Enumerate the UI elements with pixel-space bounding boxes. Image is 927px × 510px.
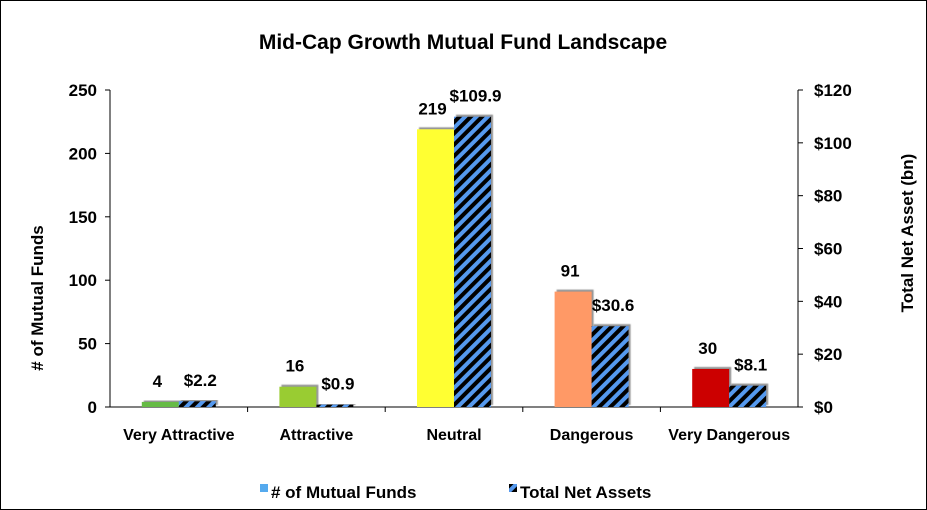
bar-total-net-assets bbox=[729, 385, 767, 407]
y-right-tick-label: $20 bbox=[814, 345, 842, 364]
legend-label-mutual-funds: # of Mutual Funds bbox=[271, 483, 416, 502]
x-category-label: Neutral bbox=[426, 427, 481, 444]
y-right-tick-label: $60 bbox=[814, 240, 842, 259]
axes-group: 0 50 100 150 200 250 $0 $20 $40 $60 $80 $100 $120 Ver… bbox=[69, 81, 852, 444]
y-right-tick-label: $80 bbox=[814, 187, 842, 206]
data-label-total-net-assets: $8.1 bbox=[734, 356, 767, 375]
y-left-tick-label: 200 bbox=[69, 144, 97, 163]
bar-total-net-assets bbox=[591, 326, 629, 407]
bar-mutual-funds bbox=[554, 291, 592, 407]
x-category-label: Very Attractive bbox=[123, 427, 235, 444]
legend-swatch-total-net-assets bbox=[509, 484, 517, 492]
data-labels-group: 4 $2.2 16 $0.9 219$109.9 91 $30.6 30 $8.1 bbox=[153, 87, 768, 394]
data-label-total-net-assets: $2.2 bbox=[184, 371, 217, 390]
bar-total-net-assets bbox=[178, 401, 216, 407]
data-label-mutual-funds: 16 bbox=[285, 357, 304, 376]
data-label-mutual-funds: 219 bbox=[418, 99, 446, 118]
data-label-total-net-assets: $0.9 bbox=[321, 375, 354, 394]
y-right-tick-label: $0 bbox=[814, 398, 833, 417]
y-left-tick-label: 250 bbox=[69, 81, 97, 100]
x-category-label: Very Dangerous bbox=[668, 427, 790, 444]
y-left-tick-label: 150 bbox=[69, 208, 97, 227]
bar-total-net-assets bbox=[316, 404, 354, 407]
legend-label-total-net-assets: Total Net Assets bbox=[520, 483, 651, 502]
y-right-tick-label: $120 bbox=[814, 81, 852, 100]
legend: # of Mutual Funds Total Net Assets bbox=[260, 483, 651, 502]
data-label-mutual-funds: 30 bbox=[698, 339, 717, 358]
data-label-mutual-funds: 91 bbox=[561, 262, 580, 281]
legend-swatch-mutual-funds bbox=[260, 484, 268, 492]
bar-total-net-assets bbox=[454, 116, 491, 407]
bar-mutual-funds bbox=[141, 401, 179, 407]
x-category-label: Attractive bbox=[279, 427, 353, 444]
data-label-total-net-assets: $109.9 bbox=[450, 87, 502, 106]
x-category-label: Dangerous bbox=[550, 427, 634, 444]
y-left-tick-label: 50 bbox=[78, 335, 97, 354]
y-left-tick-label: 100 bbox=[69, 271, 97, 290]
y-right-tick-label: $100 bbox=[814, 134, 852, 153]
y-axis-right-title: Total Net Asset (bn) bbox=[898, 154, 917, 313]
y-left-tick-label: 0 bbox=[88, 398, 97, 417]
bar-mutual-funds bbox=[417, 129, 454, 408]
data-label-total-net-assets: $30.6 bbox=[592, 296, 635, 315]
bar-mutual-funds bbox=[279, 386, 317, 407]
y-axis-left-title: # of Mutual Funds bbox=[28, 225, 47, 370]
bar-mutual-funds bbox=[692, 368, 730, 407]
data-label-mutual-funds: 4 bbox=[153, 372, 163, 391]
bars-group bbox=[141, 116, 767, 408]
y-right-tick-label: $40 bbox=[814, 292, 842, 311]
chart-title: Mid-Cap Growth Mutual Fund Landscape bbox=[259, 31, 667, 54]
